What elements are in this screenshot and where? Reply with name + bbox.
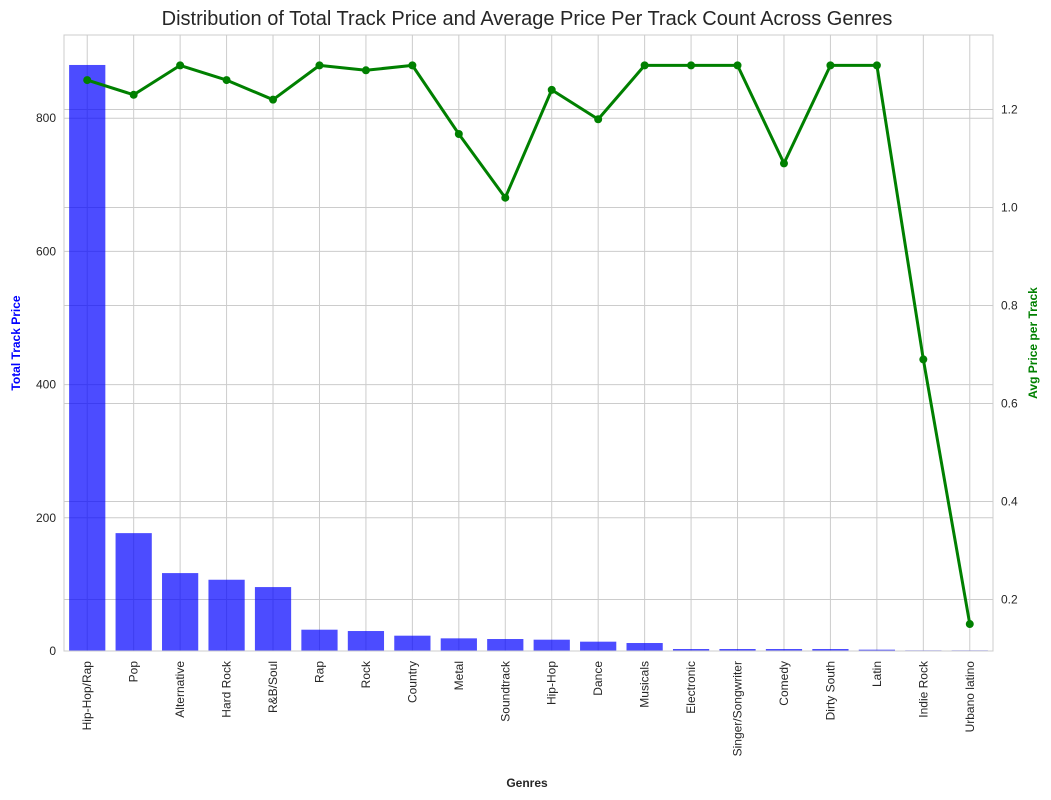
line-point [408, 61, 417, 70]
line-point [594, 115, 603, 124]
y2-tick-label: 0.2 [1001, 593, 1018, 607]
bar [208, 579, 245, 651]
chart-title: Distribution of Total Track Price and Av… [162, 8, 893, 30]
x-tick-label: Comedy [777, 661, 791, 706]
bar [394, 635, 431, 651]
bar [69, 64, 106, 651]
x-tick-label: Country [405, 661, 419, 703]
line-point [547, 85, 556, 94]
x-tick-label: Musicals [638, 661, 652, 708]
bar [858, 649, 895, 651]
bar [487, 639, 524, 651]
x-tick-label: Pop [127, 661, 141, 683]
x-tick-label: Urbano latino [963, 661, 977, 733]
x-tick-label: Hard Rock [220, 660, 234, 718]
bar [626, 643, 663, 651]
x-tick-label: Dirty South [823, 661, 837, 720]
y2-tick-label: 0.8 [1001, 299, 1018, 313]
line-point [687, 61, 696, 70]
x-tick-label: Soundtrack [498, 660, 512, 722]
bar-series [69, 64, 988, 651]
line-point [222, 76, 231, 85]
y-tick-label: 800 [36, 111, 56, 125]
line-point [176, 61, 185, 70]
left-axis-label: Total Track Price [9, 295, 23, 390]
x-tick-label: Singer/Songwriter [731, 661, 745, 756]
y2-tick-label: 1.0 [1001, 200, 1018, 214]
x-tick-label: Electronic [684, 661, 698, 714]
right-axis-ticks: 0.2 0.4 0.6 0.8 1.0 1.2 [1001, 102, 1018, 606]
bar [347, 631, 385, 651]
x-tick-label: Hip-Hop/Rap [80, 661, 94, 731]
line-point [640, 61, 649, 70]
line-point [826, 61, 835, 70]
line-point [315, 61, 324, 70]
x-tick-label: Rap [312, 661, 326, 683]
line-point [965, 620, 974, 629]
right-axis-label: Avg Price per Track [1026, 287, 1040, 399]
line-point [129, 90, 138, 99]
y-tick-label: 600 [36, 244, 56, 258]
line-series [83, 61, 974, 629]
x-tick-label: Indie Rock [916, 660, 930, 718]
left-axis-ticks: 0 200 400 600 800 [36, 111, 56, 658]
x-tick-label: Dance [591, 661, 605, 696]
line-point [269, 95, 278, 104]
grid-lines [64, 35, 993, 652]
line-point [872, 61, 881, 70]
bar [162, 573, 199, 651]
line-point [733, 61, 742, 70]
y2-tick-label: 1.2 [1001, 102, 1018, 116]
x-axis-label: Genres [506, 776, 548, 790]
y2-tick-label: 0.6 [1001, 397, 1018, 411]
x-tick-label: R&B/Soul [266, 661, 280, 713]
line-point [779, 159, 788, 168]
x-tick-label: Metal [452, 661, 466, 690]
x-tick-label: Hip-Hop [545, 661, 559, 705]
bar [765, 649, 803, 651]
bar [719, 649, 756, 651]
y-tick-label: 0 [49, 644, 56, 658]
line-point [83, 76, 92, 85]
x-axis-ticks: Hip-Hop/Rap Pop Alternative Hard Rock R&B/So… [80, 660, 977, 756]
line-point [361, 66, 370, 75]
bar [254, 587, 292, 651]
y-tick-label: 400 [36, 378, 56, 392]
y2-tick-label: 0.4 [1001, 495, 1018, 509]
bar [533, 639, 570, 651]
plot-area-frame [63, 34, 994, 652]
y-tick-label: 200 [36, 511, 56, 525]
x-tick-label: Latin [870, 661, 884, 687]
line-point [501, 193, 510, 202]
line-point [454, 129, 463, 138]
bar [301, 629, 338, 651]
bar [440, 638, 477, 651]
x-tick-label: Alternative [173, 661, 187, 718]
line-point [919, 355, 928, 364]
bar [812, 649, 849, 651]
bar [580, 641, 617, 651]
avg-price-line [86, 63, 972, 625]
x-tick-label: Rock [359, 660, 373, 688]
bar [115, 533, 152, 651]
bar [672, 649, 710, 651]
